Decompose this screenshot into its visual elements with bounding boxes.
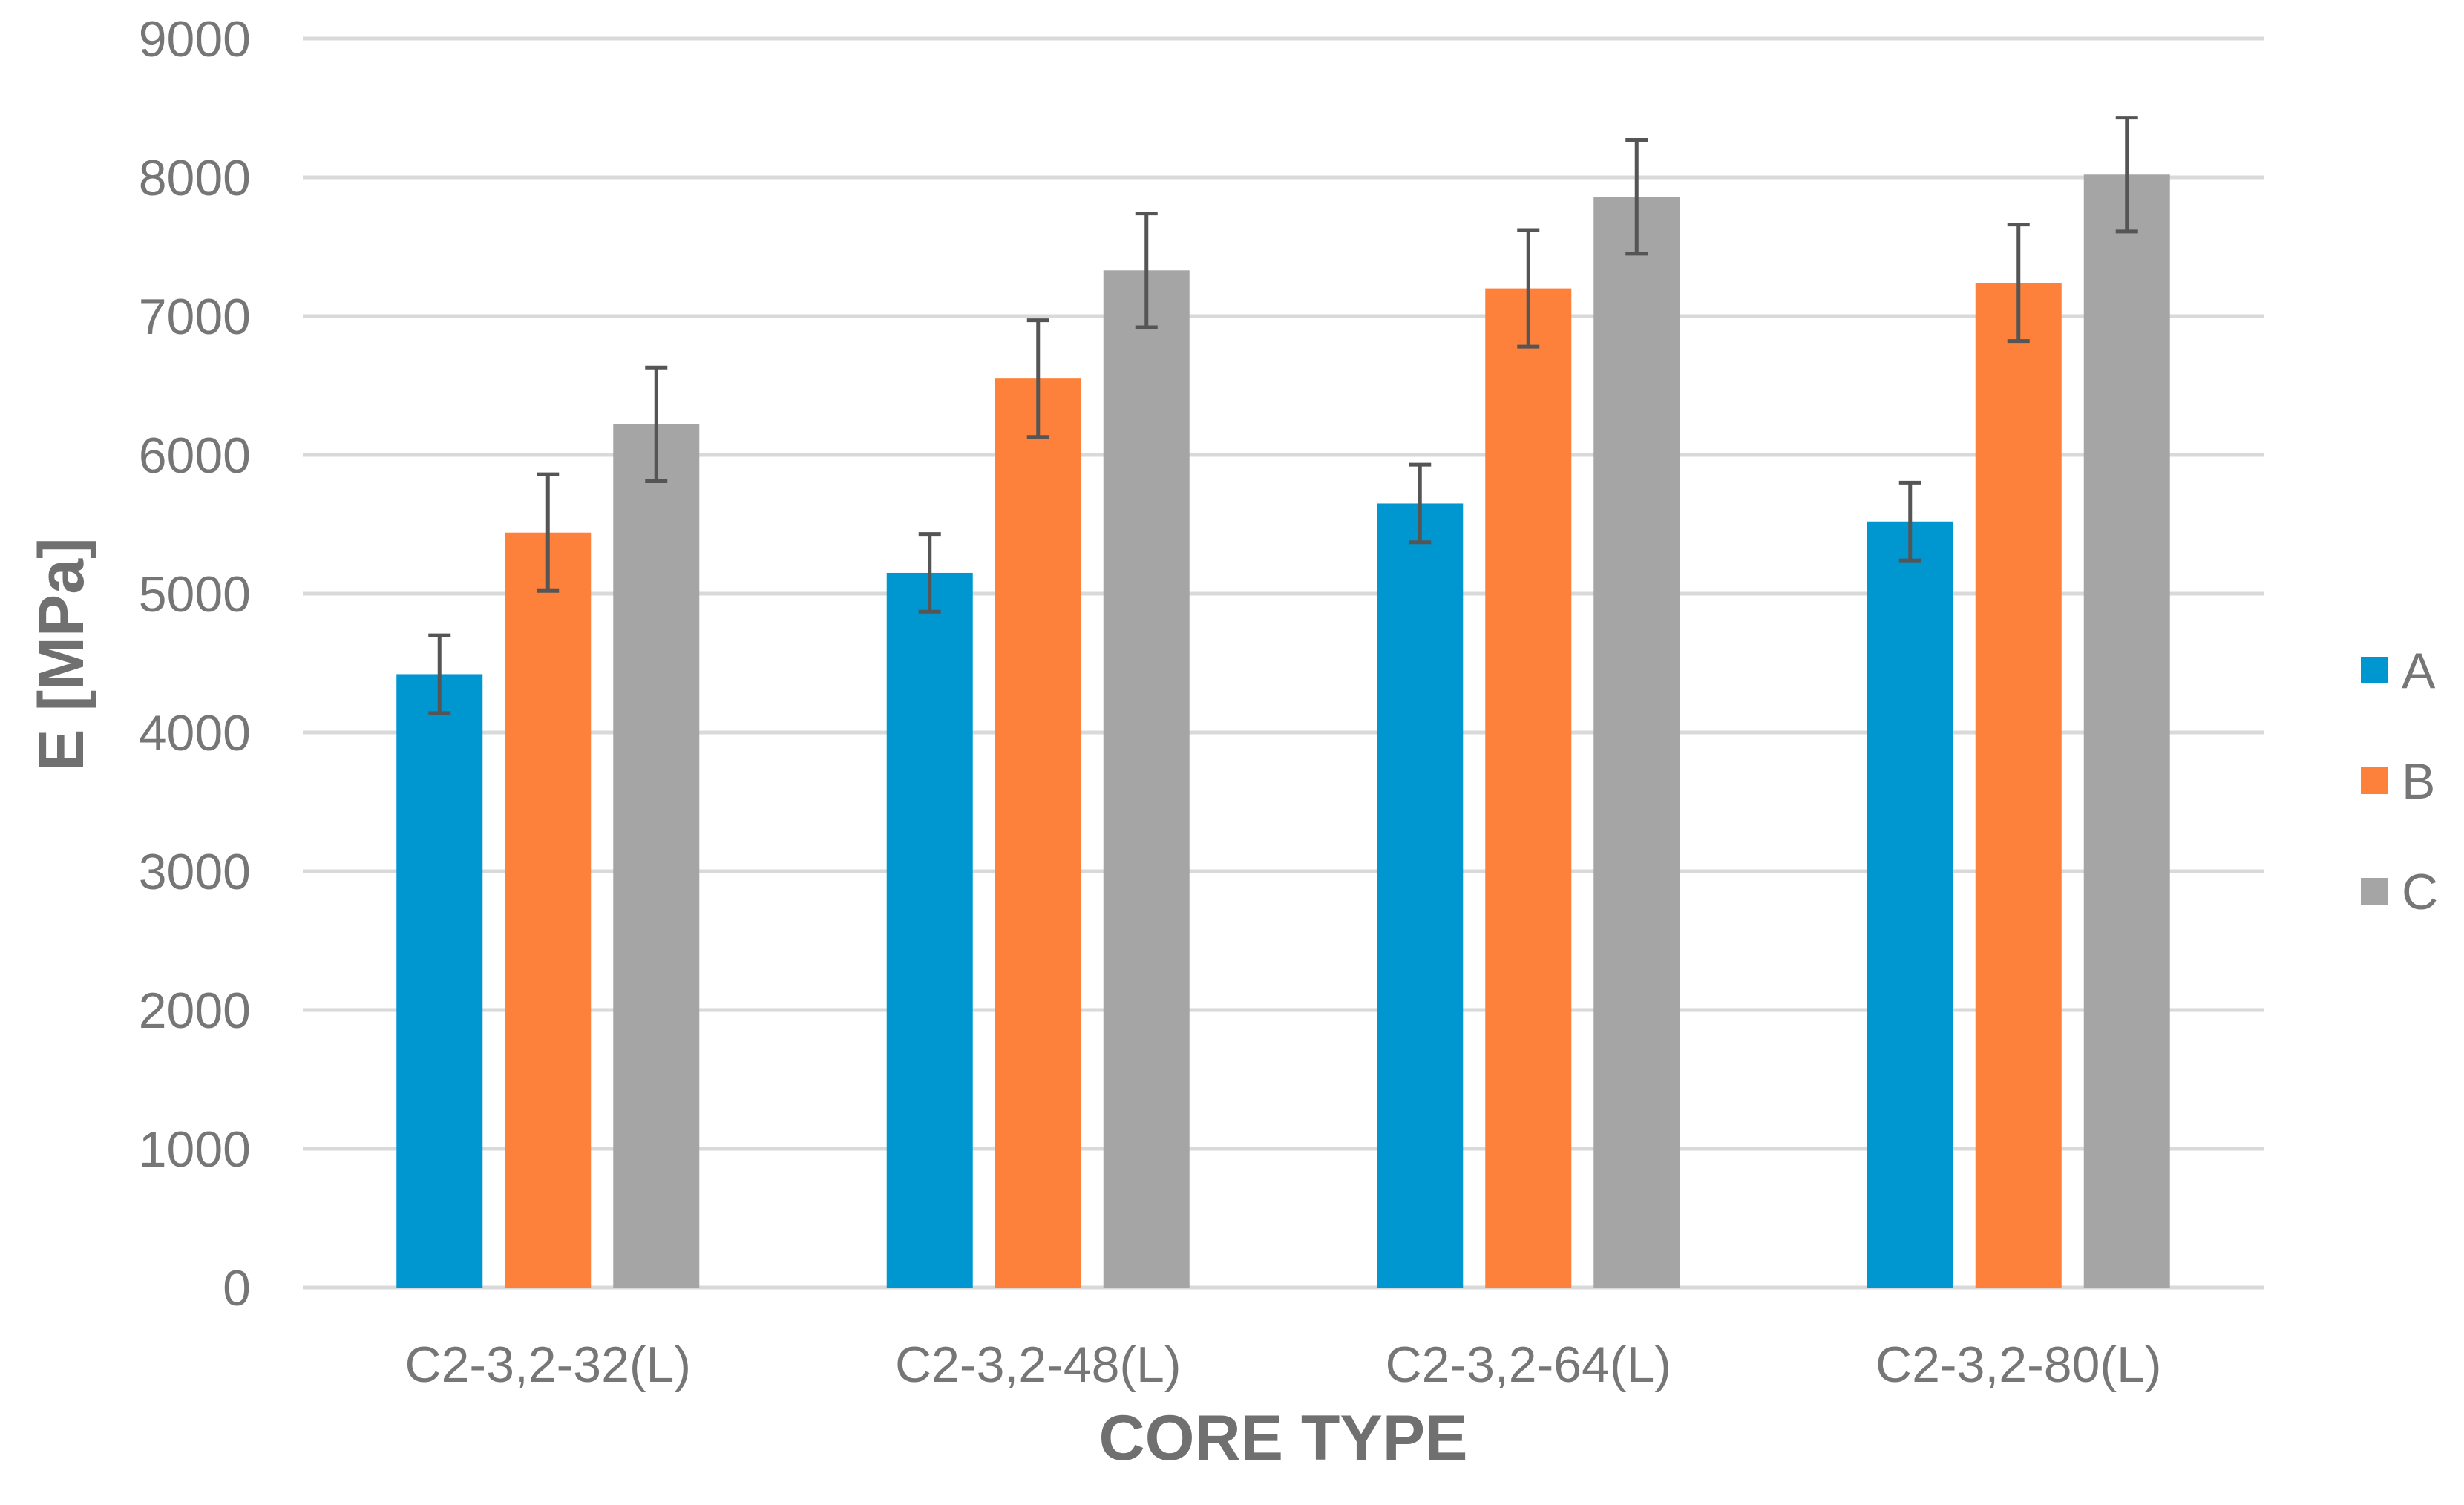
error-bar [1026, 318, 1049, 439]
error-bar [2007, 223, 2030, 344]
x-tick-label: C2-3,2-80(L) [1875, 1337, 2162, 1393]
error-bar [645, 365, 668, 484]
error-bar [1625, 138, 1648, 256]
bar-a [1377, 503, 1464, 1288]
y-tick-label: 7000 [139, 289, 251, 345]
y-tick-label: 8000 [139, 150, 251, 206]
x-tick-label: C2-3,2-64(L) [1386, 1337, 1672, 1393]
y-tick-label: 2000 [139, 983, 251, 1039]
legend-label: B [2402, 753, 2435, 810]
y-tick-label: 0 [223, 1260, 251, 1317]
bar-c [1103, 270, 1190, 1288]
y-tick-label: 3000 [139, 844, 251, 900]
y-axis-ticks: 0 1000 2000 3000 4000 5000 6000 7000 8000 9000 [139, 11, 251, 1317]
bar-b [995, 378, 1081, 1288]
y-tick-label: 5000 [139, 566, 251, 623]
error-bar [918, 532, 941, 614]
error-bar [1135, 212, 1158, 329]
y-tick-label: 9000 [139, 11, 251, 68]
gridlines [303, 36, 2264, 1290]
y-tick-label: 4000 [139, 705, 251, 761]
legend-label: C [2402, 864, 2438, 920]
error-bar [428, 633, 451, 715]
error-bar [1517, 228, 1540, 349]
bar-c [2083, 174, 2170, 1288]
y-tick-label: 6000 [139, 427, 251, 484]
bar-b [1975, 283, 2062, 1288]
legend-label: A [2402, 643, 2436, 699]
x-tick-label: C2-3,2-32(L) [405, 1337, 692, 1393]
bar-b [505, 532, 592, 1288]
error-bar [1409, 462, 1432, 545]
bar-a [1867, 521, 1953, 1288]
x-tick-label: C2-3,2-48(L) [895, 1337, 1182, 1393]
error-bars [428, 116, 2138, 715]
legend-swatch [2361, 767, 2388, 794]
x-axis-title: CORE TYPE [1099, 1403, 1468, 1474]
legend-item-a: A [2361, 643, 2436, 699]
bar-c [1593, 197, 1680, 1288]
bar-a [886, 572, 973, 1288]
y-axis-title: E [MPa] [26, 537, 97, 771]
bar-a [396, 674, 483, 1288]
bar-c [613, 424, 700, 1288]
legend-item-c: C [2361, 864, 2438, 920]
error-bar [2115, 116, 2138, 234]
legend-item-b: B [2361, 753, 2435, 810]
legend-swatch [2361, 657, 2388, 683]
legend-swatch [2361, 878, 2388, 905]
bars [396, 174, 2170, 1288]
y-tick-label: 1000 [139, 1121, 251, 1178]
error-bar [1898, 480, 1921, 563]
x-axis-ticks: C2-3,2-32(L) C2-3,2-48(L) C2-3,2-64(L) C2-3… [405, 1337, 2162, 1393]
bar-b [1485, 288, 1572, 1288]
error-bar [537, 472, 560, 593]
legend: ABC [2361, 643, 2438, 920]
